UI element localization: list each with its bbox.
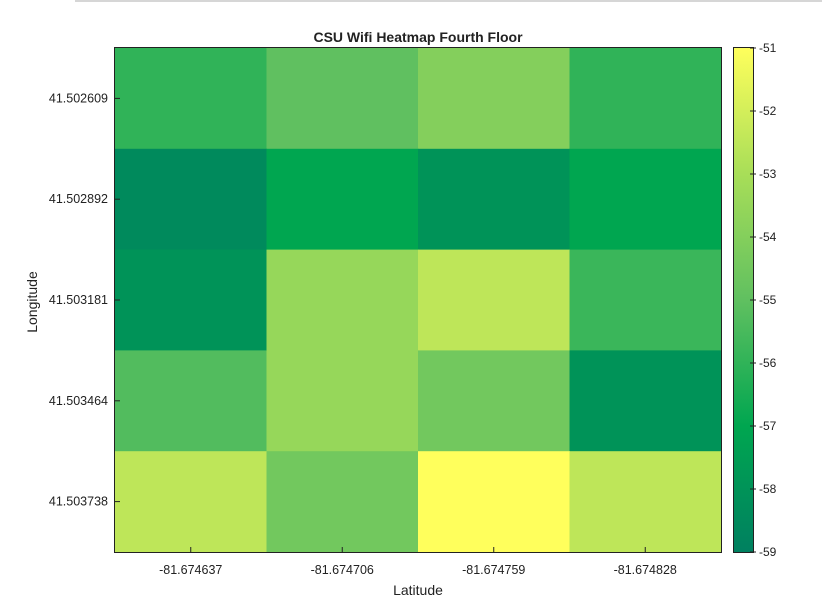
colorbar-tick-label: -59 [759,545,777,559]
heatmap-cell [115,350,267,452]
x-tick-label: -81.674706 [311,563,374,577]
heatmap-cell [115,48,267,150]
heatmap-cell [569,249,722,351]
y-axis-label: Longitude [24,271,40,333]
heatmap-cell [418,451,570,553]
colorbar-tick-label: -52 [759,104,777,118]
x-tick-labels: -81.674637 -81.674706 -81.674759 -81.674828 [159,547,677,577]
heatmap-cell [115,249,267,351]
x-tick-label: -81.674828 [614,563,677,577]
colorbar-tick-label: -53 [759,167,777,181]
heatmap-cell [569,48,722,150]
y-tick-label: 41.503181 [49,293,108,307]
x-tick-label: -81.674637 [159,563,222,577]
colorbar-tick-label: -51 [759,41,777,55]
y-tick-label: 41.503738 [49,495,108,509]
heatmap-cell [418,48,570,150]
heatmap-cell [266,249,419,351]
window-top-border [75,0,822,2]
colorbar-tick-label: -56 [759,356,777,370]
heatmap-cell [569,451,722,553]
colorbar-tick-label: -57 [759,419,777,433]
heatmap-cell [266,148,419,251]
heatmap-cell [266,350,419,452]
colorbar-tick-label: -58 [759,482,777,496]
y-tick-label: 41.502609 [49,91,108,105]
heatmap-cell [418,148,570,251]
heatmap-cell [569,148,722,251]
y-tick-label: 41.502892 [49,192,108,206]
heatmap-cells [115,48,722,553]
heatmap-cell [569,350,722,452]
heatmap-cell [266,48,419,150]
colorbar-ticks: -51 -52 -53 -54 -55 -56 -57 -58 -59 [750,41,777,559]
colorbar-tick-label: -54 [759,230,777,244]
plot-frame [114,47,722,553]
y-tick-label: 41.503464 [49,394,108,408]
y-tick-labels: 41.502609 41.502892 41.503181 41.503464 41.5… [49,91,120,509]
x-axis-label: Latitude [393,582,443,598]
heatmap-cell [418,350,570,452]
heatmap-cell [115,451,267,553]
colorbar-tick-label: -55 [759,293,777,307]
heatmap-cell [266,451,419,553]
chart-title: CSU Wifi Heatmap Fourth Floor [313,29,523,45]
heatmap-cell [418,249,570,351]
heatmap-cell [115,148,267,251]
x-tick-label: -81.674759 [462,563,525,577]
